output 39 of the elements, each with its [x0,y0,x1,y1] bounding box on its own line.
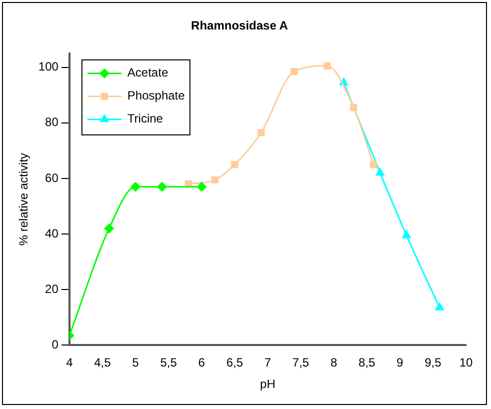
y-tick-label: 0 [52,338,59,352]
point [350,104,358,112]
x-axis-title: pH [260,377,276,392]
point [231,160,238,168]
y-tick-label: 60 [45,170,59,185]
y-tick-label: 80 [45,115,59,130]
y-tick-label: 40 [45,226,59,240]
point [130,182,140,192]
chart-title: Rhamnosidase A [191,18,288,33]
x-tick-label: 9 [396,356,404,370]
point [211,176,218,184]
point [258,129,265,136]
point [104,224,114,234]
x-tick-label: 9,5 [424,356,442,370]
point [324,62,331,70]
x-tick-label: 6 [198,356,206,370]
x-tick-label: 7 [264,356,272,370]
y-axis-title: % relative activity [16,152,31,246]
x-tick-label: 4 [66,356,74,370]
x-tick-label: 10 [459,356,473,370]
point [435,302,444,310]
point [196,182,206,192]
x-tick-label: 5 [132,356,140,370]
x-tick-label: 8 [330,356,338,370]
point [376,168,384,176]
point [402,230,411,238]
x-tick-label: 8,5 [358,356,376,370]
point [157,182,167,192]
legend-label: Tricine [127,112,164,126]
x-tick-label: 4,5 [94,356,112,370]
x-tick-label: 5,5 [160,356,178,370]
x-tick-label: 6,5 [226,356,244,370]
point [370,160,378,168]
legend-label: Acetate [127,66,168,80]
y-tick-label: 20 [45,282,59,296]
y-tick-label: 100 [38,60,59,74]
point [290,68,298,76]
x-tick-label: 7,5 [292,356,310,370]
legend-label: Phosphate [127,88,186,103]
